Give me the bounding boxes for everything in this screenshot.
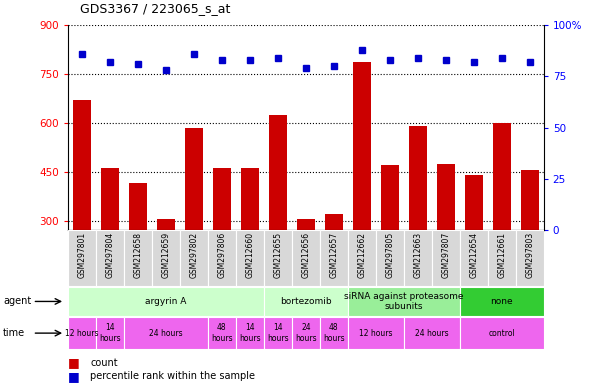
Bar xyxy=(516,230,544,286)
Text: GSM297807: GSM297807 xyxy=(441,232,450,278)
Text: GSM212662: GSM212662 xyxy=(358,232,366,278)
Text: 24 hours: 24 hours xyxy=(149,329,183,338)
Text: GSM297804: GSM297804 xyxy=(105,232,115,278)
Text: percentile rank within the sample: percentile rank within the sample xyxy=(90,371,255,381)
Text: time: time xyxy=(3,328,25,338)
Text: argyrin A: argyrin A xyxy=(145,297,187,306)
Text: 12 hours: 12 hours xyxy=(65,329,99,338)
Bar xyxy=(264,230,292,286)
Bar xyxy=(376,230,404,286)
Bar xyxy=(68,318,96,349)
Bar xyxy=(264,318,292,349)
Text: none: none xyxy=(491,297,513,306)
Bar xyxy=(488,230,516,286)
Bar xyxy=(124,230,152,286)
Bar xyxy=(101,169,119,318)
Bar xyxy=(404,230,432,286)
Bar xyxy=(432,230,460,286)
Bar xyxy=(96,230,124,286)
Text: GSM212657: GSM212657 xyxy=(329,232,338,278)
Bar xyxy=(152,230,180,286)
Bar xyxy=(320,230,348,286)
Text: ■: ■ xyxy=(68,370,80,383)
Text: 14
hours: 14 hours xyxy=(267,323,288,343)
Text: GSM212660: GSM212660 xyxy=(245,232,254,278)
Text: 24 hours: 24 hours xyxy=(415,329,449,338)
Text: control: control xyxy=(488,329,515,338)
Bar xyxy=(68,230,96,286)
Text: ■: ■ xyxy=(68,356,80,369)
Bar xyxy=(404,318,460,349)
Bar xyxy=(73,100,91,318)
Text: siRNA against proteasome
subunits: siRNA against proteasome subunits xyxy=(344,292,463,311)
Bar xyxy=(320,318,348,349)
Bar xyxy=(264,287,348,316)
Bar xyxy=(460,230,488,286)
Text: 14
hours: 14 hours xyxy=(239,323,261,343)
Text: GSM212659: GSM212659 xyxy=(161,232,170,278)
Bar xyxy=(236,318,264,349)
Bar xyxy=(348,287,460,316)
Text: GSM212663: GSM212663 xyxy=(413,232,423,278)
Bar xyxy=(348,318,404,349)
Bar xyxy=(437,164,455,318)
Bar xyxy=(409,126,427,318)
Text: bortezomib: bortezomib xyxy=(280,297,332,306)
Text: GSM297801: GSM297801 xyxy=(77,232,86,278)
Bar xyxy=(236,230,264,286)
Text: GSM297803: GSM297803 xyxy=(525,232,534,278)
Text: 48
hours: 48 hours xyxy=(323,323,345,343)
Bar xyxy=(460,318,544,349)
Text: GSM297802: GSM297802 xyxy=(189,232,199,278)
Bar xyxy=(465,175,483,318)
Bar xyxy=(353,63,371,318)
Text: GSM297805: GSM297805 xyxy=(385,232,394,278)
Bar xyxy=(129,183,147,318)
Bar xyxy=(157,219,175,318)
Bar xyxy=(68,287,264,316)
Bar xyxy=(297,219,315,318)
Text: 14
hours: 14 hours xyxy=(99,323,121,343)
Bar xyxy=(269,115,287,318)
Text: GSM212658: GSM212658 xyxy=(134,232,142,278)
Text: GSM212655: GSM212655 xyxy=(274,232,282,278)
Text: count: count xyxy=(90,358,118,368)
Bar xyxy=(292,318,320,349)
Text: 12 hours: 12 hours xyxy=(359,329,392,338)
Bar xyxy=(213,169,231,318)
Text: GSM212656: GSM212656 xyxy=(301,232,310,278)
Bar xyxy=(180,230,208,286)
Text: 48
hours: 48 hours xyxy=(211,323,233,343)
Text: GSM212654: GSM212654 xyxy=(469,232,478,278)
Text: GDS3367 / 223065_s_at: GDS3367 / 223065_s_at xyxy=(80,2,230,15)
Bar xyxy=(185,127,203,318)
Text: GSM212661: GSM212661 xyxy=(497,232,506,278)
Text: 24
hours: 24 hours xyxy=(295,323,317,343)
Bar xyxy=(348,230,376,286)
Bar xyxy=(292,230,320,286)
Bar xyxy=(208,318,236,349)
Bar xyxy=(241,169,259,318)
Bar xyxy=(460,287,544,316)
Bar xyxy=(124,318,208,349)
Bar xyxy=(493,123,511,318)
Bar xyxy=(208,230,236,286)
Bar xyxy=(96,318,124,349)
Bar xyxy=(381,165,399,318)
Bar xyxy=(324,214,343,318)
Text: agent: agent xyxy=(3,296,31,306)
Text: GSM297806: GSM297806 xyxy=(217,232,226,278)
Bar xyxy=(521,170,539,318)
